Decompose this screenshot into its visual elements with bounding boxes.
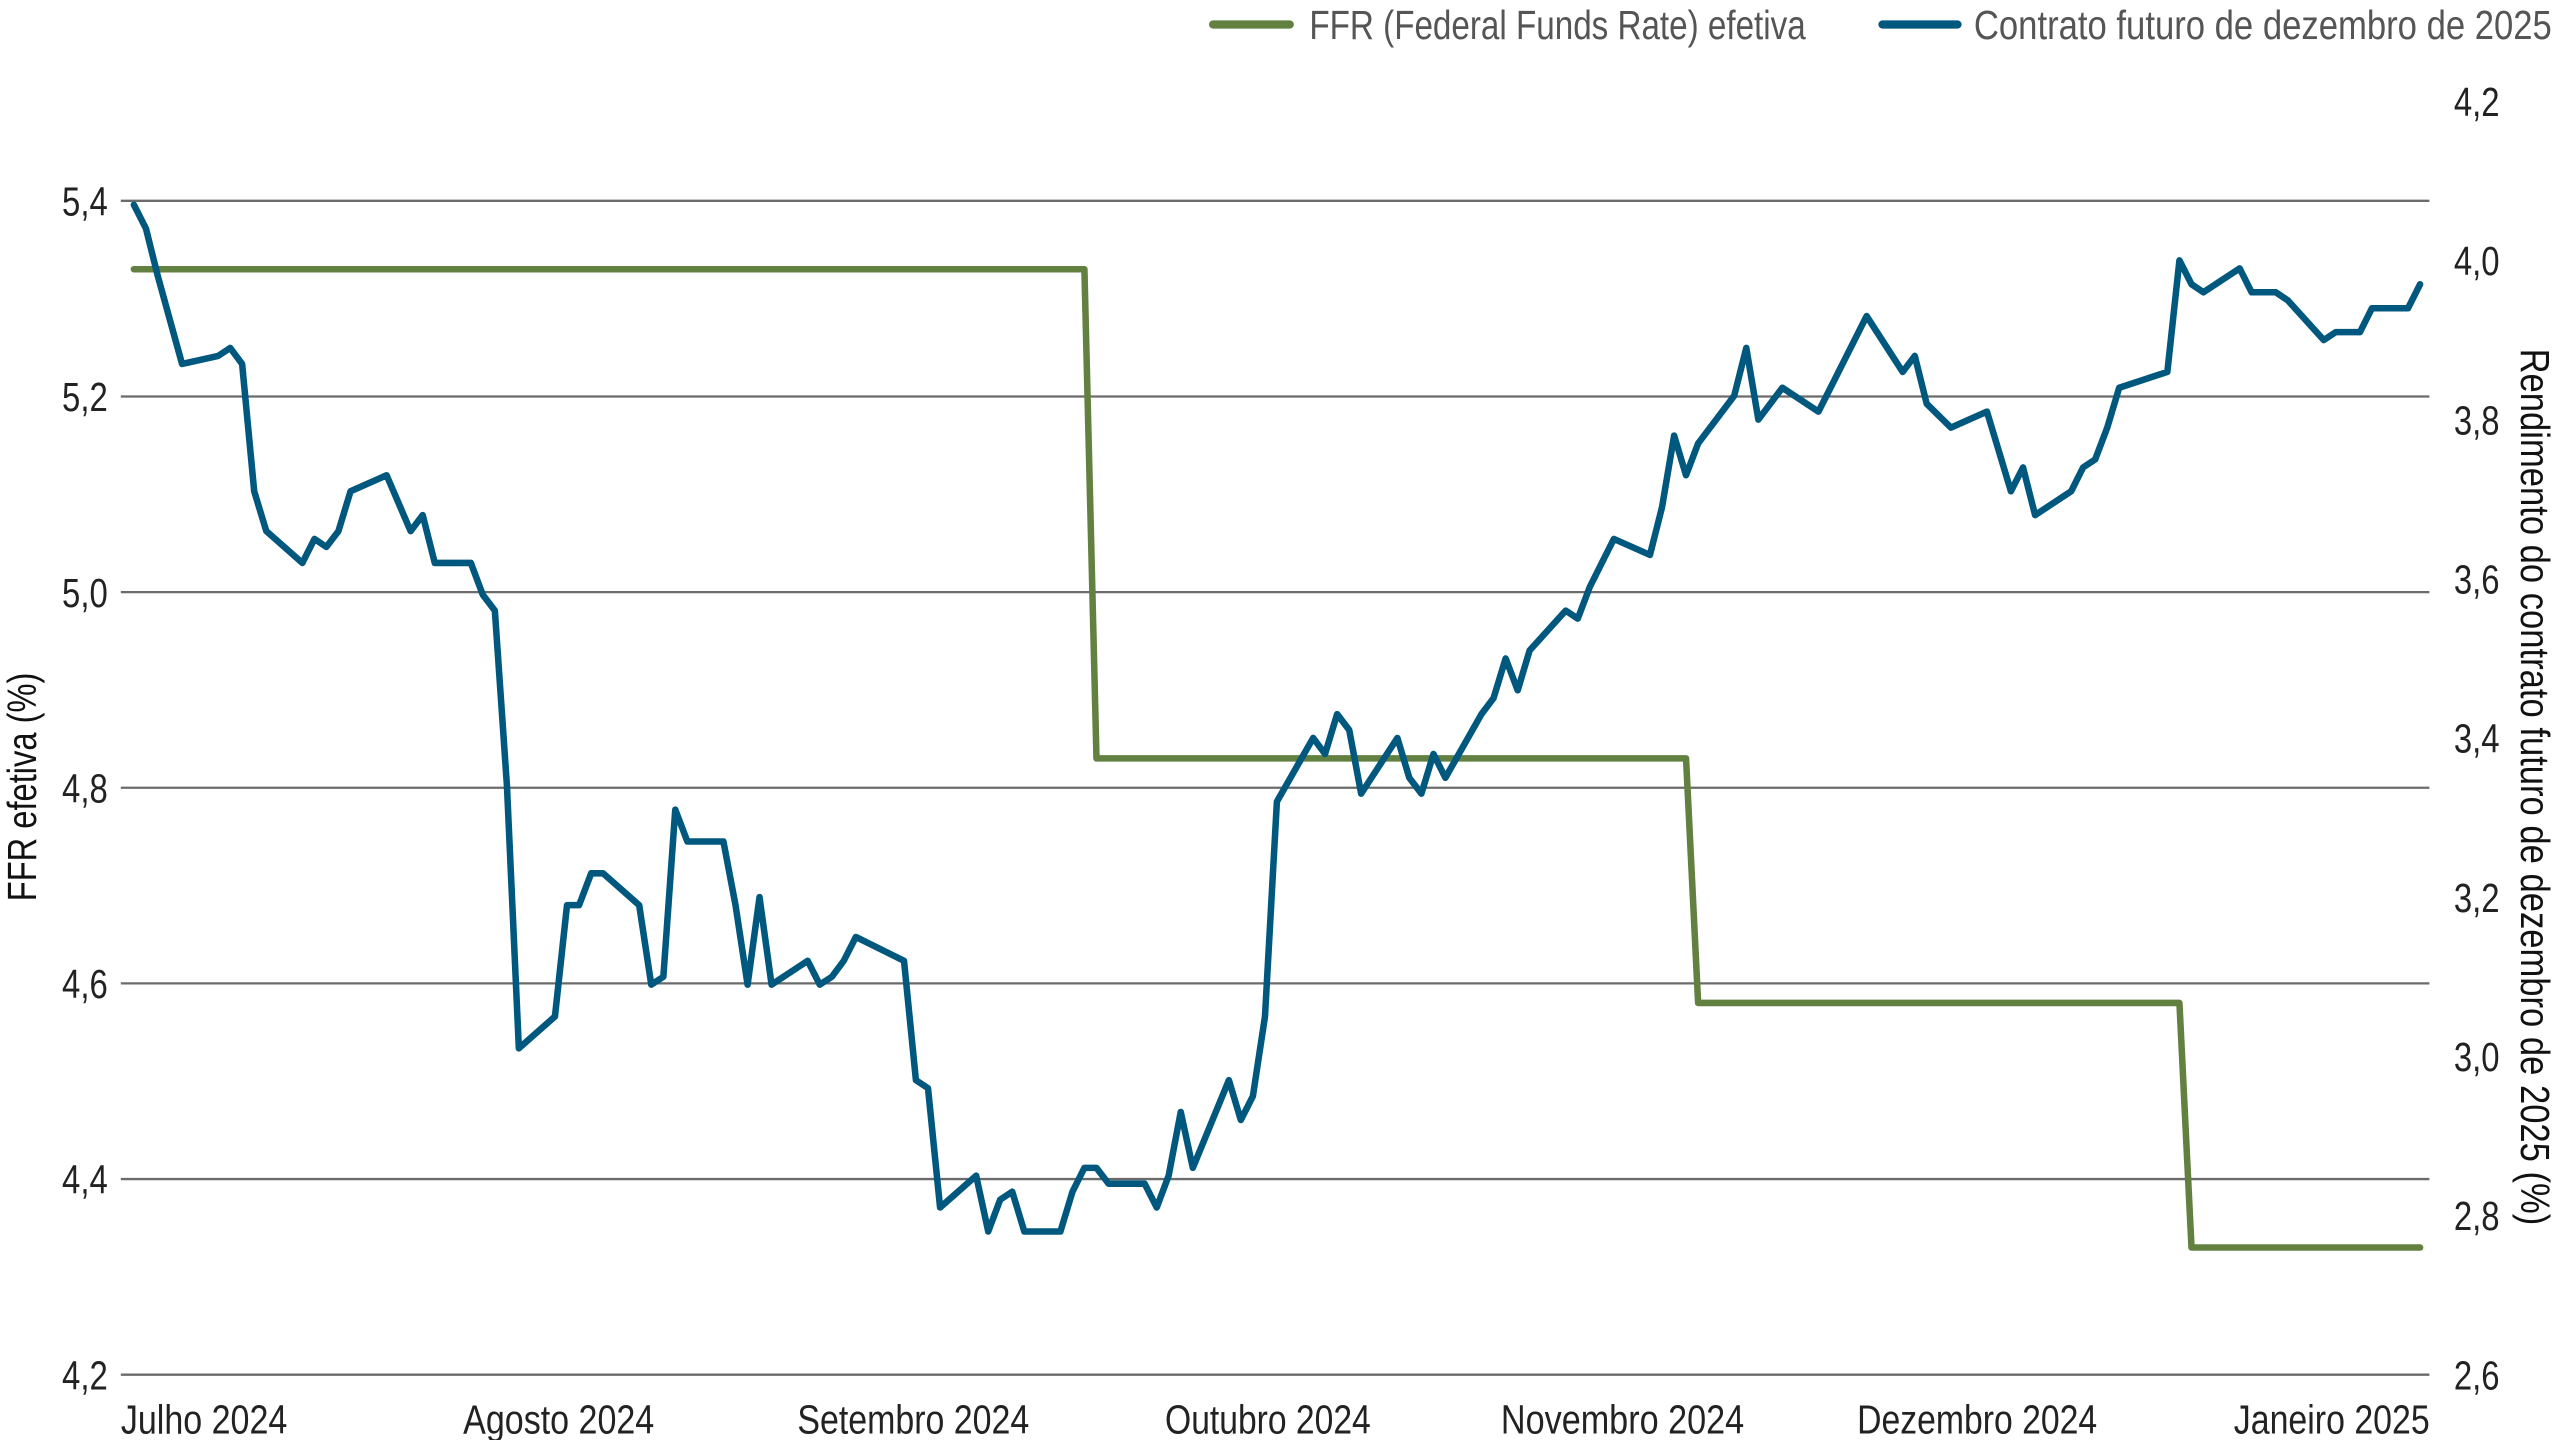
x-tick-label: Dezembro 2024 xyxy=(1857,1396,2097,1440)
left-tick-label: 4,4 xyxy=(62,1157,108,1203)
right-tick-label: 2,8 xyxy=(2454,1193,2500,1239)
left-tick-label: 4,2 xyxy=(62,1352,108,1398)
left-tick-label: 5,2 xyxy=(62,374,108,420)
left-tick-label: 5,0 xyxy=(62,570,108,616)
series-layer xyxy=(130,201,2424,1251)
right-axis-title: Rendimento do contrato futuro de dezembr… xyxy=(2512,349,2558,1226)
right-tick-label: 3,2 xyxy=(2454,875,2500,921)
x-tick-label: Agosto 2024 xyxy=(463,1396,654,1440)
left-axis-title: FFR efetiva (%) xyxy=(0,673,45,902)
right-tick-label: 4,2 xyxy=(2454,79,2500,125)
x-tick-label: Julho 2024 xyxy=(121,1396,288,1440)
legend: FFR (Federal Funds Rate) efetiva Contrat… xyxy=(1208,2,2552,48)
x-tick-label: Janeiro 2025 xyxy=(2234,1396,2430,1440)
legend-label-ffr: FFR (Federal Funds Rate) efetiva xyxy=(1309,2,1806,48)
x-tick-label: Novembro 2024 xyxy=(1501,1396,1744,1440)
right-tick-label: 3,4 xyxy=(2454,716,2500,762)
left-tick-label: 4,8 xyxy=(62,765,108,811)
x-axis-ticks: Julho 2024 Agosto 2024 Setembro 2024 Outubr… xyxy=(121,1396,2430,1440)
right-tick-label: 3,0 xyxy=(2454,1034,2500,1080)
right-tick-label: 4,0 xyxy=(2454,238,2500,284)
right-axis-ticks: 2,6 2,8 3,0 3,2 3,4 3,6 3,8 4,0 4,2 xyxy=(2454,79,2500,1398)
left-tick-label: 4,6 xyxy=(62,961,108,1007)
right-tick-label: 3,8 xyxy=(2454,397,2500,443)
x-tick-label: Outubro 2024 xyxy=(1165,1396,1371,1440)
legend-item-futures: Contrato futuro de dezembro de 2025 xyxy=(1878,2,2552,48)
x-tick-label: Setembro 2024 xyxy=(797,1396,1029,1440)
legend-label-futures: Contrato futuro de dezembro de 2025 xyxy=(1974,2,2552,48)
left-tick-label: 5,4 xyxy=(62,179,108,225)
series-line-ffr xyxy=(130,265,2424,1251)
right-tick-label: 2,6 xyxy=(2454,1352,2500,1398)
gridlines xyxy=(120,199,2430,1376)
series-line-futures xyxy=(130,201,2424,1235)
right-tick-label: 3,6 xyxy=(2454,556,2500,602)
left-axis-ticks: 4,2 4,4 4,6 4,8 5,0 5,2 5,4 xyxy=(62,179,108,1399)
legend-item-ffr: FFR (Federal Funds Rate) efetiva xyxy=(1208,2,1806,48)
